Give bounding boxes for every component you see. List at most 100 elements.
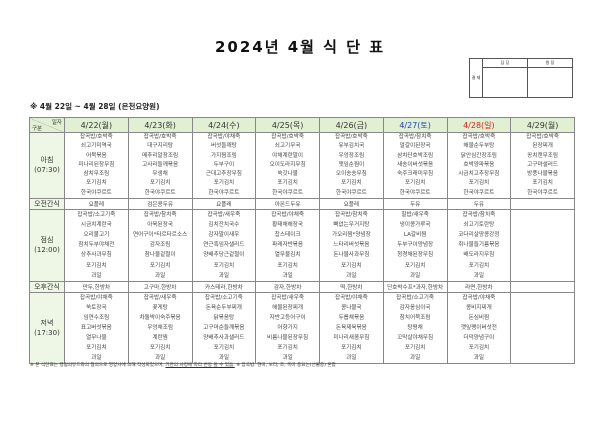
date-header: 4/27(토) bbox=[382, 117, 448, 133]
menu-item: 돈육순두부찌개 bbox=[205, 304, 242, 311]
menu-item: 배도라지무침 bbox=[463, 252, 495, 259]
meal-row: 아침 (07:30) 잡곡밥/호박죽 쇠고기미역국 어묵볶음 미나리된장무침 삼치무조림 포기… bbox=[29, 131, 575, 200]
menu-item: 과일 bbox=[473, 272, 485, 279]
menu-cell: 잡곡밥/참치죽 얼갈이된장국 삼치단호박조림 새송이버섯볶음 숙주크래미무침 포기김치 한국… bbox=[382, 131, 448, 200]
menu-item: 콩나물국 bbox=[341, 304, 362, 311]
menu-cell: 잡곡밥/소고기죽 돈육순두부찌개 닭볶음탕 고구마순들깨볶음 양배추사과샐러드 포기김치 과… bbox=[191, 291, 257, 365]
menu-cell: 만두,한방차 bbox=[64, 280, 129, 293]
menu-item: 포기김치 bbox=[468, 262, 490, 269]
menu-item: 포기김치 bbox=[404, 262, 426, 269]
menu-cell: 잡곡밥/호박죽 쇠고기무국 야채계란말이 오이도라지무침 쑥갓나물 포기김치 한국야쿠르트 bbox=[255, 131, 320, 200]
menu-item: 가오리찜*양념장 bbox=[331, 232, 371, 239]
meal-label: 오후간식 bbox=[29, 280, 65, 293]
menu-item: 돈육제육볶음 bbox=[335, 325, 367, 332]
corner-category-label: 구분 bbox=[32, 126, 43, 132]
menu-cell: 잡곡밥/새우죽 꽃게탕 차돌박이숙주볶음 우엉채조림 계란찜 포기김치 과일 bbox=[127, 291, 193, 365]
menu-cell: 요플레 bbox=[191, 198, 257, 211]
menu-item: 과일 bbox=[346, 355, 357, 362]
menu-item: 표고버섯볶음 bbox=[80, 325, 112, 332]
meal-name: 오후간식 bbox=[34, 282, 60, 291]
menu-item: 무생채 bbox=[152, 171, 168, 178]
menu-item: 콩비지찌개 bbox=[466, 304, 492, 311]
menu-cell: 아몬드두유 bbox=[255, 198, 320, 211]
menu-item: 포기김치 bbox=[404, 345, 426, 352]
menu-item: 포기김치 bbox=[213, 262, 235, 269]
meal-row: 오전간식 요플레 검은콩두유 요플레 아몬드두유 요플레 두유 두유 bbox=[29, 198, 575, 211]
menu-cell: 고구마,한방차 bbox=[127, 280, 193, 293]
menu-item: 숙주크래미무침 bbox=[397, 171, 434, 178]
menu-item: 오이송송무침 bbox=[335, 171, 367, 178]
menu-cell: 단호박수프*과자,한방차 bbox=[382, 280, 448, 293]
footnote-text-2: ※ 잡곡밥: 현미, 보리, 조, 흑미 중요는(선물중) 혼합 bbox=[234, 363, 336, 368]
menu-item: 해물순두부탕 bbox=[463, 143, 495, 150]
menu-item: 과일 bbox=[409, 272, 421, 279]
menu-cell: 잡곡밥/참치죽 쇠고기토란탕 코다리살땅콩강정 취나물들기름볶음 배도라지무침 포기김치 과… bbox=[446, 209, 512, 282]
menu-item: 냉이콩가루국 bbox=[399, 222, 431, 229]
approval-sign-1 bbox=[482, 67, 528, 98]
menu-item: 잡곡밥/참치죽 bbox=[143, 212, 177, 219]
menu-item: 유부김치국 bbox=[338, 143, 365, 150]
menu-item: 쇠고기토란탕 bbox=[463, 222, 495, 229]
menu-item: 쑥토장국 bbox=[86, 304, 107, 311]
date-header: 4/23(화) bbox=[127, 117, 193, 133]
menu-item: 요플레 bbox=[216, 202, 232, 209]
menu-item: 만두,한방차 bbox=[82, 284, 111, 291]
menu-item: 비름나물된장무침 bbox=[267, 335, 309, 342]
menu-item: 꽁치캔무조림 bbox=[527, 152, 559, 159]
menu-item: 과일 bbox=[91, 272, 102, 279]
menu-item: 한국야쿠르트 bbox=[272, 189, 304, 196]
menu-item: 잡곡밥/소고기죽 bbox=[77, 212, 116, 219]
menu-item: 잡곡밥/참치죽 bbox=[462, 212, 496, 219]
menu-item: 포기김치 bbox=[86, 345, 107, 352]
menu-item: 뼈없는우거지탕 bbox=[333, 222, 370, 229]
menu-item: 잡곡밥/호박죽 bbox=[79, 134, 113, 140]
menu-item: 돈심비찜 bbox=[468, 314, 490, 321]
menu-item: 아욱된장국 bbox=[147, 222, 173, 229]
menu-item: 포기김치 bbox=[277, 345, 298, 352]
menu-item: 두부구이 bbox=[213, 161, 235, 168]
menu-item: 우엉채조림 bbox=[147, 325, 173, 332]
menu-item: 과일 bbox=[282, 272, 293, 279]
meal-label: 아침 (07:30) bbox=[29, 131, 65, 200]
menu-item: 과일 bbox=[218, 272, 230, 279]
menu-item: 잡곡밥/소고기죽 bbox=[396, 294, 435, 301]
menu-item: 포기김치 bbox=[532, 180, 553, 187]
menu-item: 포기김치 bbox=[149, 345, 171, 352]
header-row: 일자 구분 4/22(월) 4/23(화) 4/24(수) 4/25(목) 4/26(금… bbox=[29, 117, 575, 133]
menu-item: 우엉장조림 bbox=[338, 152, 365, 159]
menu-cell: 라면,한방차 bbox=[446, 280, 512, 293]
menu-item: 한국야쿠르트 bbox=[399, 189, 431, 196]
menu-item: 어향가지 bbox=[277, 325, 298, 332]
menu-item: 황태채해장국 bbox=[272, 222, 304, 229]
menu-item: 두유 bbox=[409, 202, 421, 209]
menu-cell: 검은콩두유 bbox=[127, 198, 193, 211]
menu-cell: 두유 bbox=[446, 198, 512, 211]
menu-cell bbox=[510, 209, 575, 282]
menu-cell bbox=[510, 280, 575, 293]
footnote-text: ※ 본 식단표는 행림의뮤드와의 협의으로 영양사에 의해 작성되었으며, bbox=[30, 363, 166, 368]
menu-item: 쇠고기미역국 bbox=[80, 143, 112, 150]
menu-item: 더덕양념구이 bbox=[463, 335, 495, 342]
menu-item: 포기김치 bbox=[86, 262, 107, 269]
menu-item: 고구마샐러드 bbox=[527, 161, 559, 168]
menu-item: 찹스테이크 bbox=[274, 232, 301, 239]
menu-item: 파래자반볶음 bbox=[272, 242, 304, 249]
menu-item: 메추리알장조림 bbox=[142, 152, 179, 159]
menu-item: 요플레 bbox=[343, 202, 360, 209]
menu-item: 포기김치 bbox=[468, 180, 490, 187]
menu-item: 한국야쿠르트 bbox=[527, 189, 559, 196]
menu-item: 열무나물 bbox=[86, 335, 107, 342]
menu-item: 돈나물사과무침 bbox=[333, 252, 370, 259]
menu-item: 포기김치 bbox=[277, 262, 298, 269]
menu-item: 포기김치 bbox=[341, 180, 362, 187]
menu-item: 잡곡밥/호박죽 bbox=[526, 134, 559, 140]
menu-item: 과일 bbox=[409, 355, 421, 362]
menu-item: 포기김치 bbox=[341, 345, 362, 352]
menu-item: 감자,한방차 bbox=[273, 284, 302, 291]
menu-item: 과일 bbox=[346, 272, 357, 279]
meal-time: (12:00) bbox=[34, 246, 60, 255]
menu-item: 고구마순들깨볶음 bbox=[203, 325, 245, 332]
menu-item: 쇠고기무국 bbox=[274, 143, 301, 150]
date-header: 4/29(월) bbox=[510, 117, 575, 133]
menu-item: 오리불고기 bbox=[83, 232, 110, 239]
